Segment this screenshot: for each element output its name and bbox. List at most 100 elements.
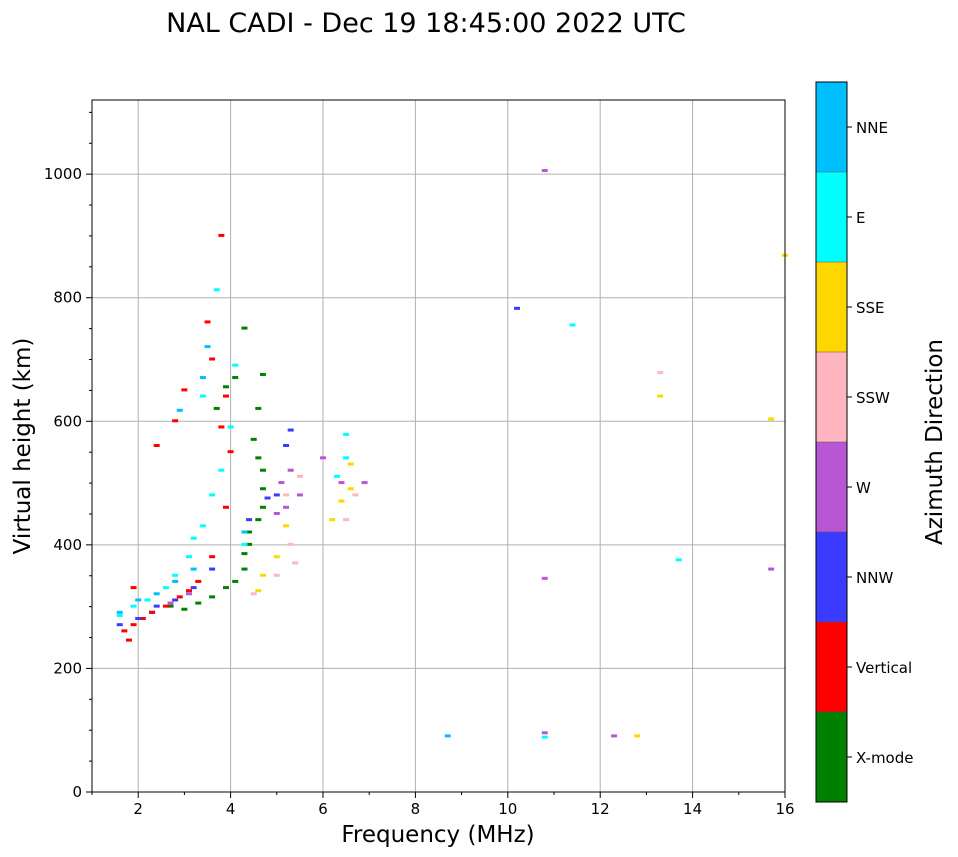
x-tick-label: 8 <box>411 800 421 818</box>
data-point-vertical <box>172 419 179 423</box>
data-point-w <box>296 493 303 497</box>
data-point-sse <box>338 499 345 503</box>
y-tick-label: 400 <box>53 536 82 554</box>
data-point-nnw <box>135 617 142 620</box>
data-point-ssw <box>657 371 664 375</box>
data-point-nnw <box>172 598 179 602</box>
y-axis-ticks: 0 200 400 600 800 1000 <box>44 111 92 801</box>
data-point-w <box>186 592 193 596</box>
data-point-e <box>199 394 206 398</box>
data-point-vertical <box>130 586 137 590</box>
colorbar-segment <box>816 82 847 172</box>
data-point-vertical <box>218 425 225 429</box>
colorbar-tick-label: E <box>856 209 865 227</box>
data-point-nne <box>241 530 248 534</box>
data-point-x-mode <box>259 372 266 376</box>
data-point-e <box>343 456 350 460</box>
data-point-sse <box>259 573 266 577</box>
data-point-vertical <box>204 320 211 324</box>
data-point-sse <box>347 487 354 491</box>
data-point-e <box>209 493 216 497</box>
data-point-x-mode <box>195 601 202 605</box>
azimuth-colorbar: X-mode Vertical NNW W SSW SSE E NNE <box>815 81 913 803</box>
data-point-nnw <box>116 623 123 627</box>
data-point-sse <box>768 417 775 421</box>
colorbar-tick-label: SSE <box>856 299 885 317</box>
data-point-e <box>333 474 340 478</box>
data-point-w <box>320 456 326 460</box>
colorbar-segment <box>816 532 847 622</box>
data-point-e <box>190 536 197 540</box>
data-point-w <box>611 734 618 738</box>
plot-frame <box>91 99 786 793</box>
data-point-e <box>162 586 169 590</box>
data-point-e <box>241 542 248 546</box>
colorbar-tick-label: W <box>856 479 871 497</box>
data-point-x-mode <box>255 518 262 522</box>
data-point-nnw <box>273 493 280 497</box>
data-point-vertical <box>195 579 202 583</box>
x-tick-label: 6 <box>318 800 328 818</box>
x-axis-ticks: 2 4 6 8 10 12 14 16 <box>91 792 795 818</box>
plot-area <box>92 100 785 792</box>
data-point-vertical <box>181 388 188 392</box>
data-point-e <box>218 468 225 472</box>
colorbar-segment <box>816 442 847 532</box>
data-point-nnw <box>514 306 521 310</box>
colorbar-tick-label: Vertical <box>856 659 912 677</box>
data-point-x-mode <box>232 376 239 380</box>
data-point-x-mode <box>250 437 257 441</box>
data-point-w <box>338 481 345 485</box>
data-point-w <box>768 567 775 571</box>
data-point-vertical <box>130 623 137 627</box>
data-point-w <box>283 505 290 509</box>
x-tick-label: 4 <box>226 800 236 818</box>
data-point-ssw <box>250 592 257 596</box>
data-point-vertical <box>162 604 169 608</box>
chart-title: NAL CADI - Dec 19 18:45:00 2022 UTC <box>166 8 686 39</box>
y-tick-label: 600 <box>53 412 82 430</box>
y-tick-label: 0 <box>72 783 82 801</box>
data-point-nne <box>116 610 123 614</box>
data-point-vertical <box>186 589 193 593</box>
data-point-x-mode <box>209 595 216 599</box>
data-point-e <box>569 323 576 327</box>
colorbar-frame <box>815 81 848 803</box>
data-point-nnw <box>190 586 197 590</box>
data-point-e <box>130 604 137 608</box>
data-point-x-mode <box>259 505 266 509</box>
data-point-vertical <box>176 595 183 599</box>
data-point-vertical <box>218 233 225 237</box>
data-point-e <box>232 363 239 367</box>
colorbar-tick-label: NNE <box>856 119 888 137</box>
data-point-e <box>675 558 682 562</box>
data-point-sse <box>657 394 664 398</box>
data-point-x-mode <box>241 567 248 571</box>
data-point-vertical <box>149 610 156 614</box>
grid-lines <box>92 100 786 793</box>
data-point-e <box>541 735 548 739</box>
x-tick-label: 16 <box>775 800 794 818</box>
colorbar-tick-label: NNW <box>856 569 893 587</box>
x-tick-label: 12 <box>591 800 610 818</box>
data-point-w <box>541 576 548 580</box>
data-point-x-mode <box>246 530 253 534</box>
data-point-vertical <box>209 555 216 559</box>
data-point-x-mode <box>241 552 248 556</box>
data-point-ssw <box>296 474 303 478</box>
data-point-sse <box>255 589 262 593</box>
data-point-x-mode <box>241 326 248 330</box>
data-point-x-mode <box>255 456 262 460</box>
y-axis-label: Virtual height (km) <box>10 338 36 555</box>
data-points <box>116 169 788 739</box>
data-point-nne <box>176 408 183 412</box>
x-tick-label: 14 <box>683 800 702 818</box>
data-point-nne <box>135 598 142 602</box>
data-point-nne <box>444 734 451 738</box>
data-point-vertical <box>222 394 229 398</box>
x-axis-label: Frequency (MHz) <box>341 822 534 848</box>
data-point-sse <box>283 524 290 528</box>
x-tick-label: 10 <box>498 800 517 818</box>
data-point-w <box>541 169 548 173</box>
